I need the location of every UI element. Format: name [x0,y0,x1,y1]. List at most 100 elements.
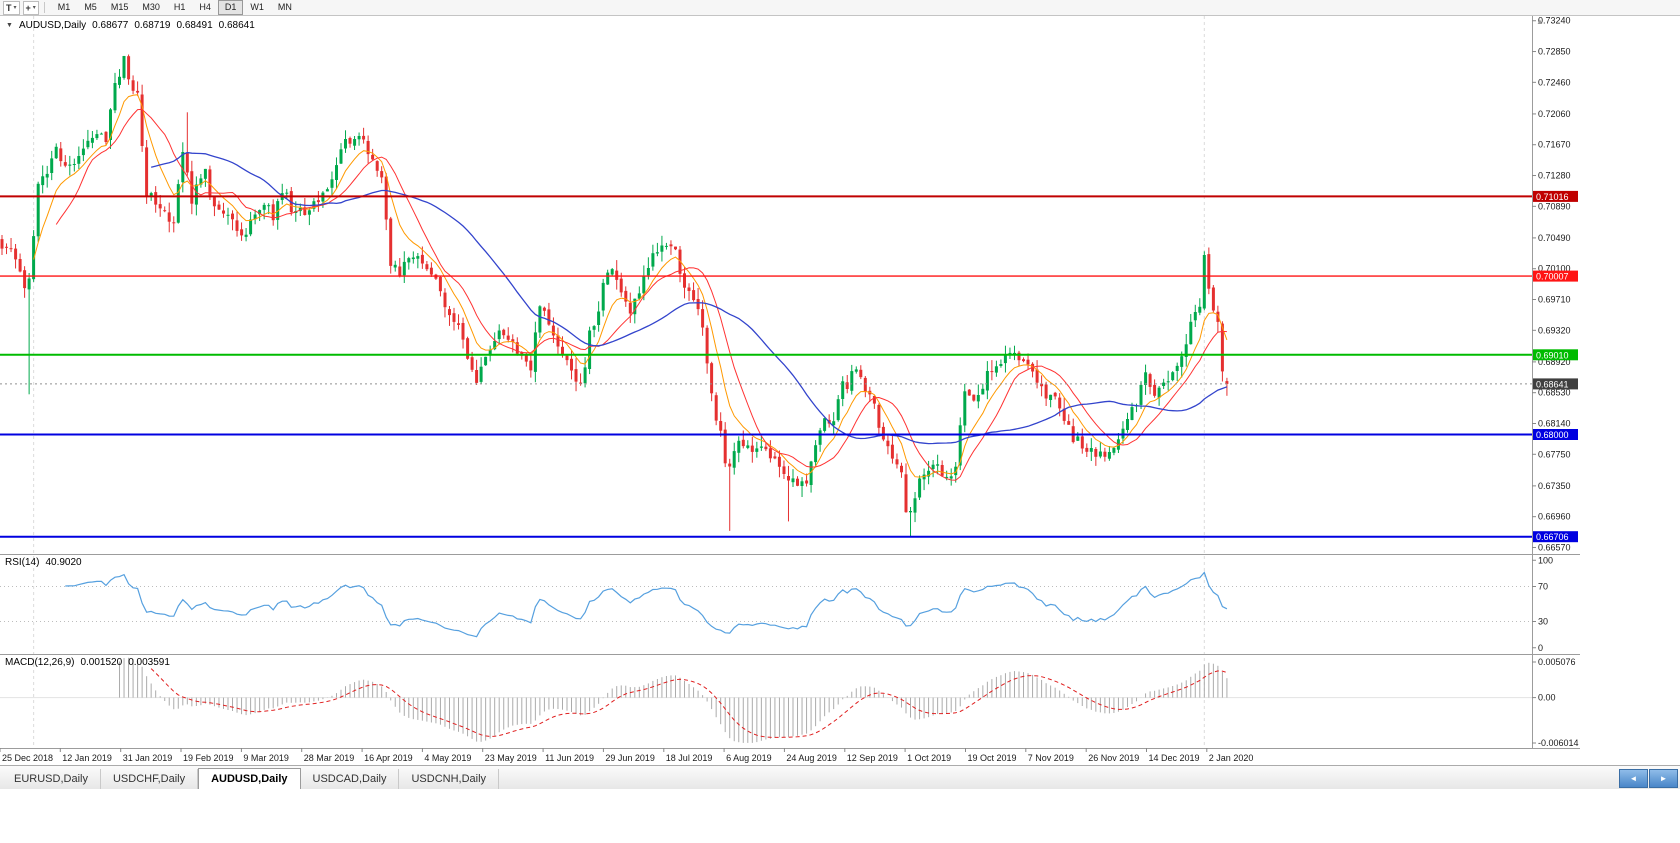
axis-tick-label: 30 [1538,617,1548,627]
date-label: 16 Apr 2019 [364,753,413,763]
chart-tab-bar: EURUSD,Daily USDCHF,Daily AUDUSD,Daily USDC… [0,765,1680,789]
ma-sma34-line [150,151,1228,445]
axis-tick-label: 0.67350 [1538,481,1571,491]
date-label: 24 Aug 2019 [786,753,837,763]
scroll-left-icon: ◄ [1629,774,1638,783]
axis-tick-label: 0.00 [1538,693,1556,703]
timeframe-h1-button[interactable]: H1 [173,2,186,12]
tab-scroll-left-button[interactable]: ◄ [1619,769,1648,788]
date-label: 1 Oct 2019 [907,753,951,763]
axis-tick-label: 0.73240 [1538,16,1571,26]
axis-tick-label: 0.71280 [1538,171,1571,181]
timeframe-m1-button[interactable]: M1 [57,2,71,12]
time-axis: 25 Dec 2018 12 Jan 2019 31 Jan 2019 19 Feb … [0,748,1253,763]
axis-tick-label: 0.68530 [1538,388,1571,398]
macd-layer [0,657,1532,743]
svg-text:0.71016: 0.71016 [1536,192,1569,202]
chevron-down-icon: ▾ [32,4,36,11]
chart-tabs: EURUSD,Daily USDCHF,Daily AUDUSD,Daily USDC… [2,768,500,789]
scroll-right-icon: ► [1659,774,1668,783]
price-badge [1533,349,1578,361]
date-label: 28 Mar 2019 [304,753,355,763]
ma-ema8-line [33,94,1228,478]
top-toolbar: T ▾ + ▾ M1 M5 M15 M30 H1 H4 D1 W1 MN [0,0,1680,16]
t-tool-icon: T [6,2,12,13]
horizontal-lines-layer[interactable] [0,195,1532,538]
axis-tick-label: 70 [1538,582,1548,592]
chart-tab-usdcad[interactable]: USDCAD,Daily [301,769,400,789]
price-badges: 0.71016 0.70007 0.69010 0.68000 0.66706 0.686… [1533,190,1578,543]
svg-text:0.66706: 0.66706 [1536,532,1569,542]
date-label: 7 Nov 2019 [1028,753,1074,763]
axis-tick-label: 0.68140 [1538,419,1571,429]
pointer-tool-icon: + [25,2,31,13]
price-badge [1533,429,1578,440]
date-label: 12 Sep 2019 [847,753,898,763]
date-label: 9 Mar 2019 [243,753,289,763]
date-label: 19 Oct 2019 [968,753,1017,763]
date-label: 14 Dec 2019 [1149,753,1200,763]
axis-tick-label: 0.72460 [1538,77,1571,87]
timeframe-group: M1 M5 M15 M30 H1 H4 D1 W1 MN [51,0,299,15]
axes-layer: 0.73240 0.72850 0.72460 0.72060 0.71670 0.712… [0,16,1580,749]
price-badge [1533,270,1578,282]
moving-averages-layer [33,94,1228,481]
chart-tab-eurusd[interactable]: EURUSD,Daily [2,769,101,789]
axis-tick-label: 0.72060 [1538,109,1571,119]
t-tool-button[interactable]: T ▾ [3,0,20,15]
candles-layer [0,54,1229,537]
axis-tick-label: 0.66570 [1538,543,1571,553]
axis-tick-label: 0.66960 [1538,512,1571,522]
axis-tick-label: 0.69710 [1538,295,1571,305]
macd-signal-line [150,668,1228,738]
timeframe-w1-button[interactable]: W1 [250,2,264,12]
date-label: 12 Jan 2019 [62,753,112,763]
scroll-indicator-icon[interactable]: ▲ [1536,17,1544,26]
axis-tick-label: 100 [1538,555,1553,565]
svg-text:0.68000: 0.68000 [1536,430,1569,440]
chevron-down-icon: ▾ [13,4,17,11]
axis-tick-label: 0.71670 [1538,140,1571,150]
toolbar-separator [43,2,45,13]
date-label: 23 May 2019 [485,753,537,763]
svg-text:0.68641: 0.68641 [1536,379,1569,389]
price-badge [1533,190,1578,202]
axis-tick-label: 0.72850 [1538,47,1571,57]
period-separators [33,16,1205,748]
rsi-layer [0,571,1532,638]
chart-tab-audusd[interactable]: AUDUSD,Daily [198,768,301,789]
svg-text:0.70007: 0.70007 [1536,272,1569,282]
date-label: 25 Dec 2018 [2,753,53,763]
timeframe-d1-button[interactable]: D1 [217,0,244,15]
svg-text:0.69010: 0.69010 [1536,350,1569,360]
date-label: 19 Feb 2019 [183,753,234,763]
timeframe-mn-button[interactable]: MN [277,2,292,12]
price-chart-svg[interactable]: 0.73240 0.72850 0.72460 0.72060 0.71670 0.712… [0,16,1680,764]
chart-tab-usdchf[interactable]: USDCHF,Daily [101,769,199,789]
axis-tick-label: 0 [1538,643,1543,653]
tab-scroll-right-button[interactable]: ► [1649,769,1678,788]
axis-tick-label: 0.67750 [1538,449,1571,459]
timeframe-h4-button[interactable]: H4 [199,2,211,12]
axis-tick-label: 0.70100 [1538,264,1571,274]
axis-tick-label: 0.68920 [1538,357,1571,367]
date-label: 4 May 2019 [424,753,471,763]
axis-tick-label: 0.70490 [1538,233,1571,243]
axis-tick-label: 0.005076 [1538,657,1576,667]
date-label: 29 Jun 2019 [605,753,655,763]
timeframe-m30-button[interactable]: M30 [142,2,160,12]
price-badge [1533,531,1578,543]
timeframe-m5-button[interactable]: M5 [84,2,97,12]
price-badge [1533,378,1578,390]
date-label: 6 Aug 2019 [726,753,772,763]
rsi-line [65,571,1228,638]
chart-area[interactable]: 0.73240 0.72850 0.72460 0.72060 0.71670 0.712… [0,16,1680,764]
axis-tick-label: 0.70890 [1538,201,1571,211]
chart-tab-usdcnh[interactable]: USDCNH,Daily [399,769,500,789]
timeframe-m15-button[interactable]: M15 [110,2,129,12]
pointer-tool-button[interactable]: + ▾ [22,0,39,15]
axis-tick-label: -0.006014 [1538,738,1579,748]
ma-sma13-line [55,108,1227,481]
tab-scroll-controls: ◄ ► [1619,769,1678,788]
date-label: 18 Jul 2019 [666,753,713,763]
